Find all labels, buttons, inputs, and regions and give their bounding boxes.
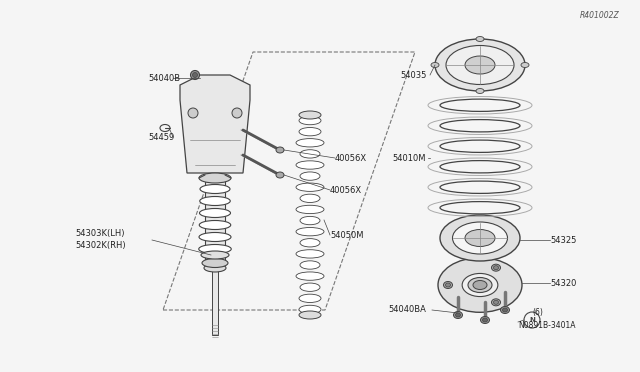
Ellipse shape [299, 128, 321, 136]
Ellipse shape [296, 205, 324, 214]
Ellipse shape [202, 259, 228, 267]
Ellipse shape [199, 221, 231, 230]
Ellipse shape [188, 108, 198, 118]
Polygon shape [180, 75, 250, 173]
Ellipse shape [191, 71, 200, 80]
Ellipse shape [465, 230, 495, 247]
Bar [212, 270, 218, 335]
Ellipse shape [300, 172, 320, 180]
Ellipse shape [276, 172, 284, 178]
Ellipse shape [300, 194, 320, 202]
Ellipse shape [468, 278, 492, 292]
Ellipse shape [465, 56, 495, 74]
Ellipse shape [276, 147, 284, 153]
Text: 54303K(LH): 54303K(LH) [75, 228, 125, 237]
Ellipse shape [200, 208, 230, 218]
Ellipse shape [299, 116, 321, 125]
Ellipse shape [446, 45, 514, 84]
Ellipse shape [296, 183, 324, 191]
Ellipse shape [300, 238, 320, 247]
Ellipse shape [438, 258, 522, 312]
Ellipse shape [454, 311, 463, 318]
Ellipse shape [473, 280, 487, 289]
Ellipse shape [476, 36, 484, 42]
Ellipse shape [300, 150, 320, 158]
Ellipse shape [299, 311, 321, 319]
Ellipse shape [300, 217, 320, 225]
Ellipse shape [440, 215, 520, 261]
Ellipse shape [200, 196, 230, 205]
Ellipse shape [493, 266, 499, 270]
Ellipse shape [296, 228, 324, 236]
Ellipse shape [199, 244, 231, 253]
Bar [205, 175, 225, 263]
Ellipse shape [204, 264, 226, 272]
Ellipse shape [296, 250, 324, 258]
Ellipse shape [296, 139, 324, 147]
Ellipse shape [300, 261, 320, 269]
Ellipse shape [296, 161, 324, 169]
Ellipse shape [431, 62, 439, 67]
Ellipse shape [483, 318, 488, 322]
Ellipse shape [500, 307, 509, 314]
Ellipse shape [456, 313, 461, 317]
Text: 54040B: 54040B [148, 74, 180, 83]
Ellipse shape [493, 300, 499, 304]
Text: 40056X: 40056X [330, 186, 362, 195]
Ellipse shape [492, 299, 500, 306]
Ellipse shape [452, 222, 508, 254]
Ellipse shape [521, 62, 529, 67]
Ellipse shape [199, 232, 231, 241]
Ellipse shape [200, 185, 230, 193]
Text: N0891B-3401A: N0891B-3401A [518, 321, 575, 330]
Ellipse shape [299, 111, 321, 119]
Ellipse shape [201, 251, 229, 259]
Text: 54050M: 54050M [330, 231, 364, 240]
Ellipse shape [444, 282, 452, 289]
Text: 54035: 54035 [400, 71, 426, 80]
Text: 54302K(RH): 54302K(RH) [75, 241, 125, 250]
Ellipse shape [481, 317, 490, 324]
Text: 54320: 54320 [550, 279, 577, 288]
Text: R401002Z: R401002Z [580, 10, 620, 19]
Ellipse shape [476, 89, 484, 93]
Ellipse shape [462, 273, 498, 296]
Ellipse shape [199, 173, 231, 183]
Ellipse shape [299, 294, 321, 302]
Text: 40056X: 40056X [335, 154, 367, 163]
Ellipse shape [300, 283, 320, 291]
Text: (6): (6) [532, 308, 543, 317]
Ellipse shape [435, 39, 525, 91]
Text: 54010M: 54010M [392, 154, 426, 163]
Text: 54459: 54459 [148, 132, 174, 141]
Text: 54325: 54325 [550, 235, 577, 244]
Ellipse shape [492, 264, 500, 271]
Ellipse shape [299, 305, 321, 314]
Ellipse shape [502, 308, 508, 312]
Text: N: N [529, 317, 535, 323]
Ellipse shape [445, 283, 451, 287]
Ellipse shape [232, 108, 242, 118]
Text: 54040BA: 54040BA [388, 305, 426, 314]
Ellipse shape [193, 73, 198, 77]
Ellipse shape [296, 272, 324, 280]
